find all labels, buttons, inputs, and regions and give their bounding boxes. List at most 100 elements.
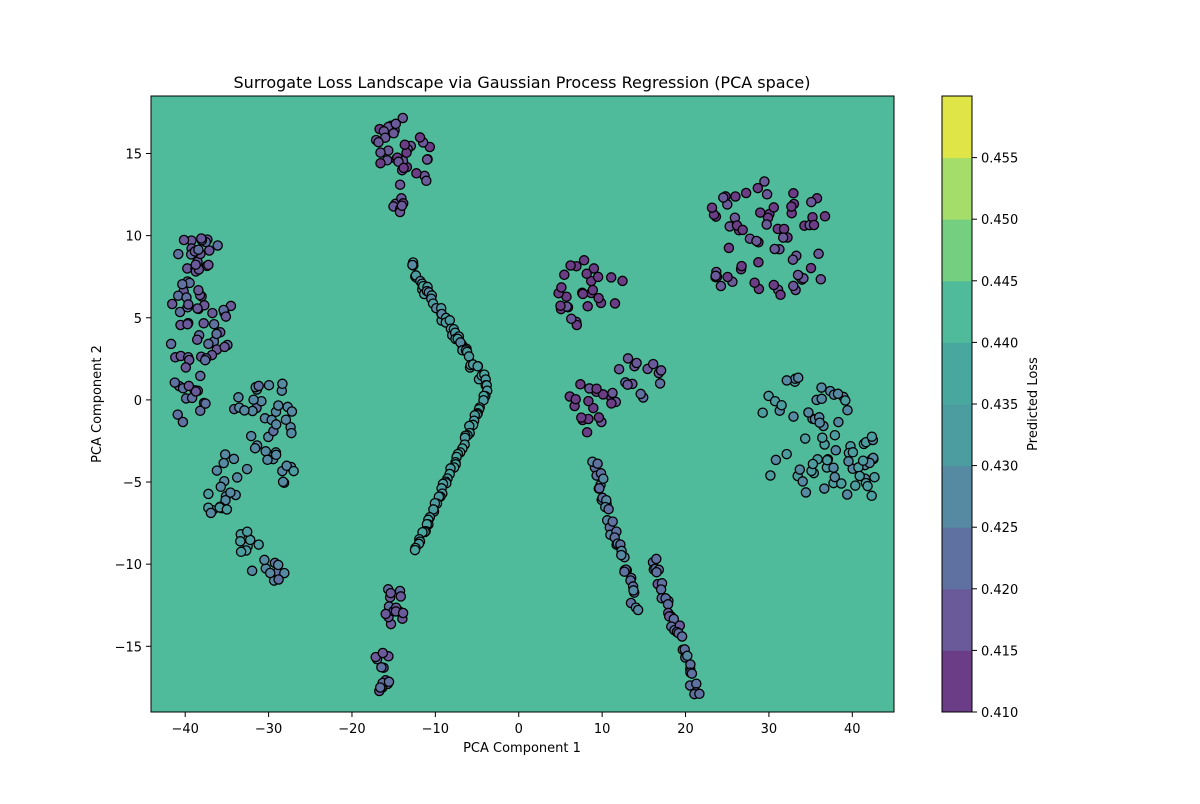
scatter-point-280 — [654, 378, 666, 389]
scatter-point-217 — [385, 587, 396, 599]
scatter-point-577 — [651, 553, 662, 565]
scatter-point-61 — [203, 259, 214, 271]
scatter-point-107 — [199, 354, 211, 366]
scatter-point-241 — [592, 271, 604, 283]
scatter-point-39 — [421, 175, 432, 187]
scatter-point-277 — [576, 412, 587, 423]
x-axis-ticks: −40 −30 −20 −10 0 10 20 30 40 — [171, 712, 861, 737]
scatter-point-358 — [792, 269, 804, 281]
scatter-point-382 — [842, 404, 853, 416]
colorbar-band — [942, 527, 972, 590]
scatter-point-337 — [768, 279, 780, 291]
scatter-point-393 — [770, 454, 782, 466]
x-tick-label: 30 — [761, 722, 778, 737]
scatter-point-585 — [655, 584, 667, 595]
scatter-point-15 — [398, 162, 409, 174]
x-tick-label: 0 — [515, 722, 523, 737]
scatter-point-435 — [847, 447, 859, 458]
scatter-point-409 — [765, 470, 776, 481]
scatter-point-350 — [805, 262, 817, 274]
y-axis-ticks: −15 −10 −5 0 5 10 15 — [115, 147, 151, 655]
scatter-point-182 — [215, 481, 227, 493]
scatter-point-256 — [555, 300, 566, 311]
scatter-point-323 — [786, 201, 797, 212]
scatter-point-582 — [651, 566, 662, 578]
colorbar-tick-label: 0.435 — [981, 398, 1018, 413]
scatter-point-154 — [228, 453, 240, 465]
scatter-point-377 — [792, 372, 804, 383]
scatter-point-392 — [830, 445, 842, 456]
scatter-point-199 — [272, 559, 284, 571]
scatter-point-267 — [583, 395, 594, 407]
plot-frame — [150, 95, 895, 713]
scatter-point-263 — [581, 427, 593, 438]
scatter-point-57 — [193, 244, 204, 255]
scatter-point-300 — [819, 211, 831, 222]
scatter-point-360 — [751, 235, 762, 247]
x-tick-label: −10 — [422, 722, 449, 737]
scatter-point-542 — [598, 473, 609, 484]
scatter-point-421 — [850, 480, 861, 491]
scatter-point-13 — [390, 118, 402, 130]
scatter-point-351 — [753, 257, 764, 268]
scatter-point-25 — [375, 147, 386, 158]
colorbar-band — [942, 465, 972, 528]
scatter-point-373 — [833, 416, 844, 428]
scatter-point-254 — [582, 301, 593, 312]
x-axis-label: PCA Component 1 — [463, 741, 581, 756]
scatter-point-381 — [776, 399, 787, 411]
scatter-point-33 — [396, 200, 408, 211]
scatter-point-359 — [815, 274, 827, 285]
scatter-point-268 — [575, 379, 586, 390]
scatter-point-109 — [195, 370, 206, 382]
scatter-point-257 — [566, 313, 577, 325]
scatter-point-292 — [647, 358, 659, 370]
scatter-point-120 — [172, 409, 183, 420]
scatter-point-71 — [172, 290, 184, 301]
scatter-point-190 — [235, 536, 246, 547]
scatter-point-272 — [597, 389, 609, 400]
scatter-point-248 — [617, 275, 628, 287]
scatter-point-238 — [559, 269, 570, 281]
scatter-point-535 — [409, 544, 421, 556]
scatter-point-404 — [799, 433, 811, 444]
scatter-point-261 — [588, 402, 599, 414]
scatter-point-406 — [807, 458, 819, 470]
scatter-point-148 — [253, 380, 264, 392]
colorbar-band — [942, 404, 972, 467]
scatter-point-599 — [676, 631, 688, 642]
scatter-point-430 — [857, 455, 869, 466]
scatter-point-550 — [603, 503, 614, 515]
scatter-point-347 — [787, 254, 799, 265]
scatter-point-32 — [394, 179, 406, 190]
x-tick-label: 10 — [594, 722, 611, 737]
scatter-point-123 — [180, 362, 192, 373]
scatter-point-68 — [174, 306, 186, 318]
scatter-point-327 — [761, 189, 773, 200]
scatter-point-386 — [840, 395, 851, 406]
scatter-point-200 — [273, 574, 284, 585]
colorbar-label: Predicted Loss — [1026, 357, 1041, 451]
colorbar-tick-label: 0.445 — [981, 275, 1018, 290]
scatter-point-243 — [581, 268, 592, 279]
scatter-point-181 — [203, 488, 214, 500]
colorbar-band — [942, 650, 972, 713]
scatter-point-252 — [556, 282, 567, 293]
scatter-point-63 — [190, 259, 201, 270]
scatter-point-345 — [788, 280, 799, 292]
x-tick-label: −30 — [255, 722, 282, 737]
scatter-point-115 — [200, 398, 211, 409]
scatter-point-418 — [797, 476, 808, 487]
scatter-point-428 — [866, 490, 877, 502]
scatter-point-299 — [759, 176, 770, 187]
scatter-point-159 — [241, 463, 253, 475]
scatter-point-228 — [376, 662, 387, 673]
scatter-point-43 — [173, 248, 184, 260]
scatter-point-246 — [605, 272, 617, 283]
scatter-point-424 — [843, 456, 854, 467]
scatter-point-326 — [808, 219, 820, 231]
scatter-point-40 — [411, 168, 422, 179]
scatter-point-287 — [631, 357, 642, 369]
scatter-point-79 — [192, 303, 203, 314]
y-tick-label: 15 — [125, 147, 142, 162]
